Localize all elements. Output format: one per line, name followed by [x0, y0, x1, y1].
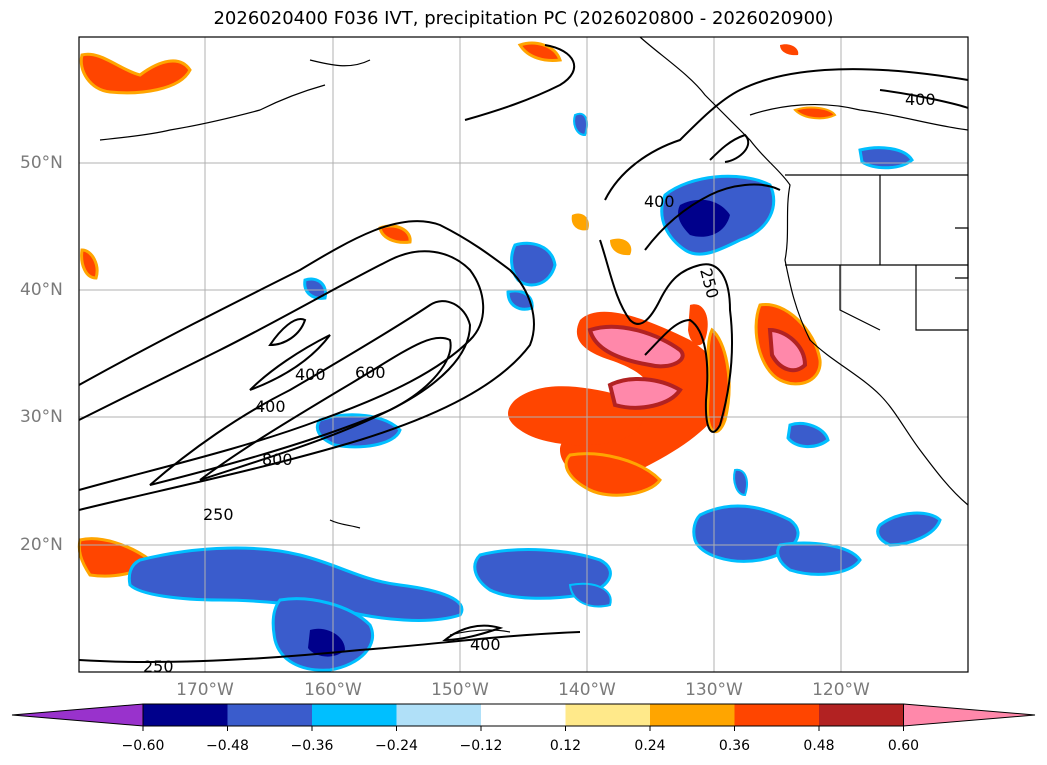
lon-label-160w: 160°W — [304, 680, 362, 700]
lon-label-140w: 140°W — [558, 680, 616, 700]
lon-label-130w: 130°W — [685, 680, 743, 700]
colorbar-segment — [143, 704, 228, 726]
graticule — [79, 37, 968, 672]
coastlines — [99, 36, 969, 636]
lon-label-170w: 170°W — [176, 680, 234, 700]
colorbar-segment — [481, 704, 566, 726]
contour-label: 600 — [355, 363, 386, 382]
colorbar-tick-label: −0.24 — [375, 738, 418, 754]
colorbar-tick-label: −0.48 — [206, 738, 249, 754]
colorbar-segment — [396, 704, 481, 726]
lat-label-40n: 40°N — [20, 280, 63, 300]
colorbar-tick-label: −0.36 — [290, 738, 334, 754]
colorbar-segment — [227, 704, 312, 726]
colorbar-tick-label: 0.36 — [718, 738, 751, 754]
colorbar-segment — [650, 704, 735, 726]
precip-negative-areas — [127, 112, 942, 672]
contour-label: 250 — [203, 505, 234, 524]
contour-label: 800 — [262, 450, 293, 469]
map-frame — [78, 36, 969, 673]
contour-label: 400 — [905, 90, 936, 109]
colorbar — [11, 703, 1036, 731]
lon-label-150w: 150°W — [431, 680, 489, 700]
colorbar-tick-label: −0.12 — [459, 738, 503, 754]
lon-label-120w: 120°W — [812, 680, 870, 700]
colorbar-extend-min — [11, 703, 144, 727]
lat-label-20n: 20°N — [20, 535, 63, 555]
lat-label-30n: 30°N — [20, 407, 63, 427]
contour-label: 400 — [470, 635, 501, 654]
contour-label: 400 — [255, 397, 286, 416]
colorbar-segment — [734, 704, 819, 726]
map-title: 2026020400 F036 IVT, precipitation PC (2… — [213, 8, 834, 29]
contour-label: 250 — [143, 657, 174, 676]
colorbar-tick-label: −0.60 — [121, 738, 165, 754]
contour-label: 400 — [295, 365, 326, 384]
lat-label-50n: 50°N — [20, 153, 63, 173]
colorbar-segment — [819, 704, 904, 726]
colorbar-tick-label: 0.48 — [803, 738, 835, 754]
colorbar-tick-label: 0.12 — [549, 738, 582, 754]
colorbar-segment — [565, 704, 650, 726]
ivt-contours — [78, 44, 969, 663]
colorbar-segment — [312, 704, 397, 726]
colorbar-tick-label: 0.24 — [634, 738, 666, 754]
colorbar-extend-max — [903, 703, 1036, 727]
colorbar-tick-label: 0.60 — [887, 738, 920, 754]
contour-label: 250 — [696, 266, 722, 300]
precip-positive-areas — [77, 41, 837, 578]
colorbar-outline — [142, 703, 904, 727]
contour-label: 400 — [644, 192, 675, 211]
